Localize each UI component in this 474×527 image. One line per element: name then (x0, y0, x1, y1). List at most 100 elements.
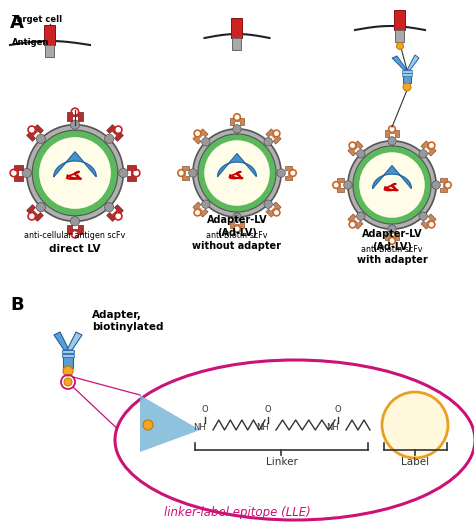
Polygon shape (373, 165, 411, 188)
Polygon shape (421, 141, 429, 149)
Polygon shape (421, 221, 429, 229)
Circle shape (233, 213, 241, 221)
Polygon shape (240, 118, 244, 125)
Polygon shape (27, 204, 36, 213)
Circle shape (189, 169, 197, 177)
Polygon shape (27, 132, 36, 141)
Circle shape (403, 83, 411, 91)
Polygon shape (54, 152, 96, 177)
Polygon shape (403, 70, 411, 83)
Text: direct LV: direct LV (49, 244, 101, 254)
Circle shape (193, 129, 281, 217)
Polygon shape (266, 209, 274, 217)
Circle shape (22, 169, 31, 178)
Circle shape (356, 212, 365, 220)
Bar (46, 45, 55, 57)
Circle shape (396, 43, 403, 50)
Polygon shape (407, 55, 419, 70)
Circle shape (348, 141, 436, 229)
Polygon shape (67, 332, 82, 350)
Circle shape (388, 225, 396, 233)
Circle shape (344, 181, 352, 189)
Polygon shape (337, 178, 344, 182)
Text: Label: Label (401, 457, 429, 467)
Circle shape (64, 378, 72, 386)
Circle shape (419, 212, 428, 220)
Text: A: A (10, 14, 24, 32)
Text: Adapter-LV
(Ad-LV)
without adapter: Adapter-LV (Ad-LV) without adapter (192, 214, 282, 251)
Bar (63, 350, 73, 368)
Polygon shape (428, 148, 436, 156)
Circle shape (105, 202, 114, 212)
Circle shape (432, 181, 440, 189)
Polygon shape (193, 136, 201, 144)
Polygon shape (273, 136, 281, 144)
Polygon shape (440, 178, 447, 182)
Polygon shape (285, 176, 292, 180)
Text: O: O (202, 405, 208, 414)
Polygon shape (182, 166, 189, 170)
Polygon shape (273, 202, 281, 210)
Bar (233, 38, 241, 50)
Polygon shape (140, 395, 200, 452)
Polygon shape (200, 129, 208, 137)
Bar (45, 25, 55, 45)
Polygon shape (35, 212, 43, 221)
Polygon shape (355, 141, 363, 149)
Polygon shape (182, 176, 189, 180)
Polygon shape (79, 112, 82, 121)
Polygon shape (14, 177, 23, 181)
Circle shape (36, 134, 46, 143)
Circle shape (277, 169, 285, 177)
Bar (231, 18, 243, 38)
Circle shape (388, 136, 396, 145)
Polygon shape (54, 332, 69, 350)
Circle shape (27, 125, 123, 221)
Circle shape (201, 200, 210, 208)
Polygon shape (266, 129, 274, 137)
Polygon shape (285, 166, 292, 170)
Polygon shape (348, 148, 356, 156)
Bar (62, 354, 74, 357)
Circle shape (39, 137, 111, 209)
Circle shape (356, 150, 365, 158)
Polygon shape (395, 233, 399, 240)
Circle shape (201, 138, 210, 146)
Text: Antigen: Antigen (12, 38, 49, 47)
Text: anti-Biotin scFv: anti-Biotin scFv (361, 245, 423, 254)
Bar (402, 70, 412, 73)
Polygon shape (385, 233, 389, 240)
Polygon shape (348, 214, 356, 222)
Polygon shape (428, 214, 436, 222)
Text: Adapter-LV
(Ad-LV)
with adapter: Adapter-LV (Ad-LV) with adapter (356, 229, 428, 265)
Circle shape (353, 146, 431, 224)
Text: NH: NH (256, 423, 269, 432)
Polygon shape (230, 221, 234, 228)
Circle shape (143, 420, 153, 430)
Polygon shape (107, 212, 116, 221)
Circle shape (105, 134, 114, 143)
Circle shape (382, 392, 448, 458)
Polygon shape (230, 118, 234, 125)
Polygon shape (218, 154, 256, 177)
Polygon shape (240, 221, 244, 228)
Text: anti-cellular antigen scFv: anti-cellular antigen scFv (24, 231, 126, 240)
Polygon shape (355, 221, 363, 229)
Polygon shape (67, 112, 72, 121)
Polygon shape (128, 177, 136, 181)
Bar (62, 350, 74, 353)
Bar (394, 10, 405, 30)
Text: Linker: Linker (265, 457, 298, 467)
Circle shape (233, 125, 241, 133)
Polygon shape (193, 202, 201, 210)
Circle shape (71, 120, 80, 129)
Circle shape (63, 366, 73, 376)
Circle shape (32, 130, 118, 216)
Bar (395, 30, 404, 42)
Polygon shape (107, 125, 116, 133)
Circle shape (36, 202, 46, 212)
Polygon shape (14, 165, 23, 170)
Circle shape (71, 217, 80, 226)
Polygon shape (392, 56, 407, 70)
Bar (402, 73, 412, 75)
